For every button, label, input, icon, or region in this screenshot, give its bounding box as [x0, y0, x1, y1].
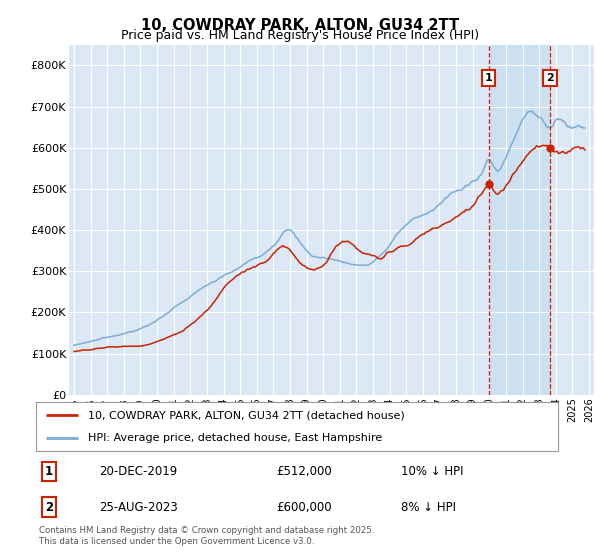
- Text: 10% ↓ HPI: 10% ↓ HPI: [401, 465, 464, 478]
- Text: 20-DEC-2019: 20-DEC-2019: [98, 465, 177, 478]
- Text: 2: 2: [546, 73, 554, 83]
- Text: £512,000: £512,000: [276, 465, 332, 478]
- Text: 1: 1: [45, 465, 53, 478]
- Text: HPI: Average price, detached house, East Hampshire: HPI: Average price, detached house, East…: [88, 433, 382, 444]
- Text: 25-AUG-2023: 25-AUG-2023: [98, 501, 178, 514]
- Text: 1: 1: [485, 73, 493, 83]
- Text: Contains HM Land Registry data © Crown copyright and database right 2025.
This d: Contains HM Land Registry data © Crown c…: [39, 526, 374, 546]
- Bar: [489, 45, 550, 395]
- Text: 2: 2: [45, 501, 53, 514]
- Text: 10, COWDRAY PARK, ALTON, GU34 2TT (detached house): 10, COWDRAY PARK, ALTON, GU34 2TT (detac…: [88, 410, 405, 421]
- Text: 8% ↓ HPI: 8% ↓ HPI: [401, 501, 457, 514]
- Text: 10, COWDRAY PARK, ALTON, GU34 2TT: 10, COWDRAY PARK, ALTON, GU34 2TT: [141, 18, 459, 33]
- Text: Price paid vs. HM Land Registry's House Price Index (HPI): Price paid vs. HM Land Registry's House …: [121, 29, 479, 42]
- Text: £600,000: £600,000: [276, 501, 332, 514]
